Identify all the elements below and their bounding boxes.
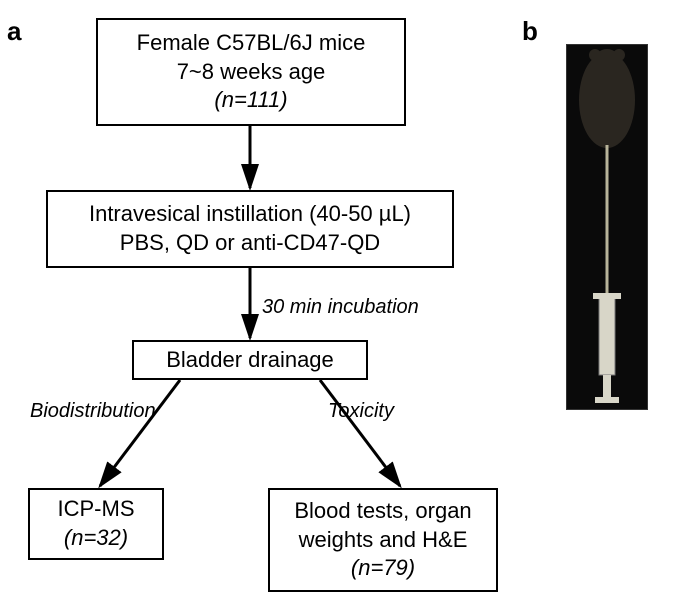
arrow-4-label: Toxicity: [328, 400, 394, 423]
arrow-2-label: 30 min incubation: [262, 296, 419, 319]
arrow-3-label: Biodistribution: [30, 400, 156, 423]
panel-b-photo: [566, 44, 648, 410]
arrow-3-line: [100, 380, 180, 486]
arrow-4-line: [320, 380, 400, 486]
mouse-syringe-icon: [567, 45, 647, 409]
